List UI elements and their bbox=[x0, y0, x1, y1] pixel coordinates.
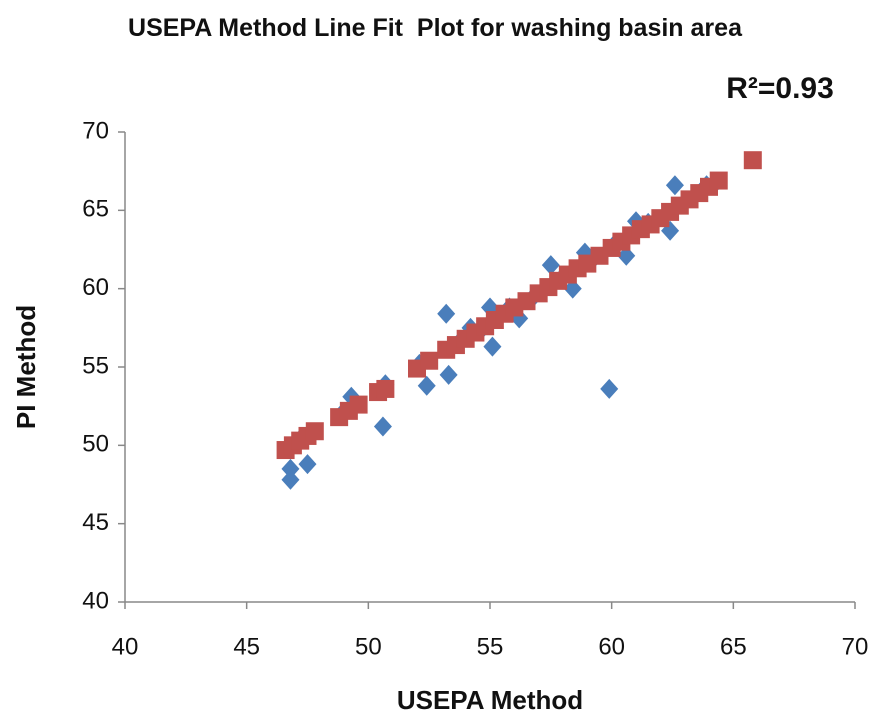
point bbox=[417, 375, 436, 396]
y-axis-label: PI Method bbox=[11, 305, 41, 429]
y-tick-label: 45 bbox=[82, 509, 109, 536]
y-tick-label: 55 bbox=[82, 352, 109, 379]
annotation: R²=0.93 bbox=[726, 72, 834, 105]
point bbox=[298, 454, 317, 475]
point bbox=[281, 458, 300, 479]
point bbox=[420, 351, 439, 370]
x-tick-label: 65 bbox=[720, 633, 747, 660]
point bbox=[349, 395, 368, 414]
x-axis-label: USEPA Method bbox=[397, 685, 583, 715]
y-tick-label: 70 bbox=[82, 117, 109, 144]
y-tick-label: 65 bbox=[82, 196, 109, 223]
point bbox=[439, 364, 458, 385]
point bbox=[483, 336, 502, 357]
x-tick-label: 45 bbox=[233, 633, 260, 660]
x-tick-label: 40 bbox=[112, 633, 139, 660]
point bbox=[541, 255, 560, 276]
point bbox=[373, 416, 392, 437]
point bbox=[709, 171, 728, 190]
point bbox=[665, 175, 684, 196]
x-tick-label: 60 bbox=[598, 633, 625, 660]
chart-title: USEPA Method Line Fit Plot for washing b… bbox=[128, 14, 742, 42]
point bbox=[376, 379, 395, 398]
point bbox=[743, 151, 762, 170]
point bbox=[281, 469, 300, 490]
x-tick-label: 55 bbox=[477, 633, 504, 660]
point bbox=[437, 303, 456, 324]
y-tick-label: 60 bbox=[82, 274, 109, 301]
point bbox=[600, 378, 619, 399]
y-tick-label: 50 bbox=[82, 431, 109, 458]
point bbox=[563, 278, 582, 299]
y-tick-label: 40 bbox=[82, 587, 109, 614]
x-tick-label: 50 bbox=[355, 633, 382, 660]
point bbox=[617, 245, 636, 266]
point bbox=[305, 422, 324, 441]
x-tick-label: 70 bbox=[842, 633, 869, 660]
